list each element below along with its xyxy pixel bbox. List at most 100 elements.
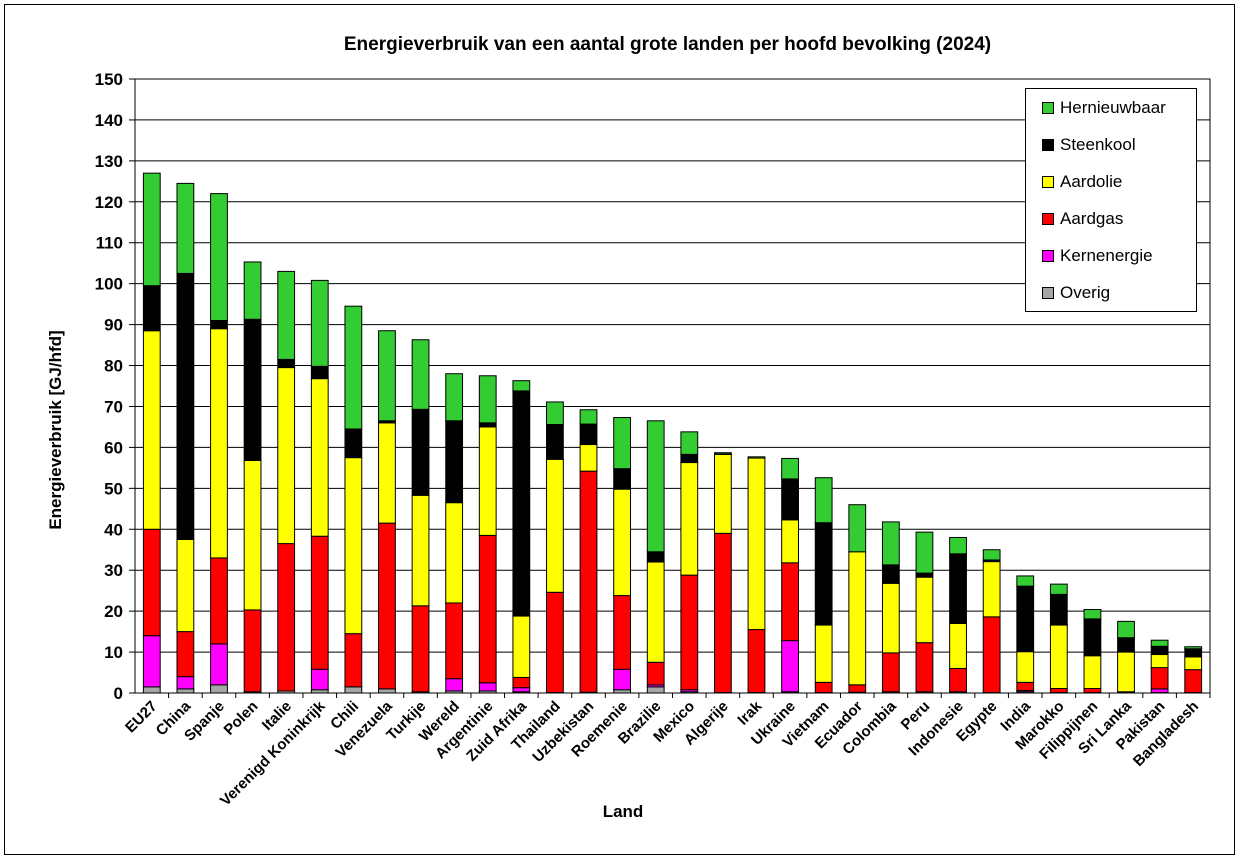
legend-item-hernieuwbaar: Hernieuwbaar [1042,97,1166,119]
bar-segment [277,270,296,360]
legend-label: Steenkool [1060,135,1136,154]
legend-label: Hernieuwbaar [1060,98,1166,117]
bar-segment [646,686,665,694]
bar-segment [949,536,967,555]
bar-segment [881,652,900,693]
bar-segment [613,668,632,691]
bar-segment [982,616,1001,694]
chart-title: Energieverbruik van een aantal grote lan… [343,34,992,55]
bar-segment [277,543,296,692]
legend: Hernieuwbaar Steenkool Aardolie Aardgas … [1025,88,1197,312]
bar-segment [646,561,665,663]
bar-segment [881,582,900,654]
bar-segment [478,534,497,684]
bar-segment [1049,687,1068,694]
bar-segment [579,470,598,693]
legend-label: Aardolie [1060,172,1123,191]
bar-segment [546,458,564,593]
bar-segment [814,624,833,683]
y-tick-label: 20 [104,602,123,621]
bar-segment [512,390,531,617]
bar-segment [243,261,262,320]
bar-segment [814,681,833,694]
bar-segment [1150,645,1169,656]
bar-segment [512,615,531,678]
bar-segment [445,502,464,604]
y-tick-label: 110 [96,234,123,253]
bar-segment [310,668,329,691]
bar-segment [344,428,363,459]
bar-segment [411,408,430,496]
bar-segment [747,629,766,694]
bar-segment [310,378,329,537]
bar-segment [176,676,195,690]
bar-segment [210,643,228,686]
bar-segment [881,564,900,584]
y-tick-label: 120 [95,193,123,212]
bar-segment [210,684,228,694]
chart-frame [4,4,1235,855]
legend-item-aardgas: Aardgas [1042,208,1123,230]
bar-segment [176,688,195,694]
legend-item-steenkool: Steenkool [1042,134,1136,156]
bar-segment [142,686,161,694]
bar-segment [781,640,799,693]
bar-segment [747,456,766,459]
legend-item-kernenergie: Kernenergie [1042,245,1153,267]
bar-segment [579,423,598,446]
y-tick-label: 60 [104,438,123,457]
bar-segment [310,535,329,670]
bar-segment [881,521,900,566]
bar-segment [1150,688,1169,694]
bar-segment [949,622,967,669]
y-tick-label: 130 [95,152,123,171]
bar-segment [1150,667,1169,690]
bar-segment [579,444,598,472]
bar-segment [781,478,799,521]
bar-segment [1083,687,1102,694]
bar-segment [478,426,497,536]
bar-segment [142,528,161,637]
bar-segment [445,678,464,692]
legend-label: Aardgas [1060,209,1124,228]
bar-segment [1049,593,1068,626]
bar-segment [142,285,161,332]
y-tick-label: 100 [95,275,123,294]
bar-segment [613,595,632,670]
bar-segment [1016,575,1035,587]
bar-segment [243,609,262,693]
bar-segment [176,272,195,540]
bar-segment [344,686,363,694]
bar-segment [445,420,464,504]
bar-segment [142,330,161,530]
bar-segment [781,562,799,642]
bar-segment [814,522,833,626]
bar-segment [512,687,531,693]
legend-swatch-aardolie [1042,176,1054,188]
bar-segment [445,373,464,422]
bar-segment [378,422,396,524]
bar-segment [814,477,833,524]
bar-segment [210,557,228,645]
bar-segment [142,635,161,688]
legend-item-aardolie: Aardolie [1042,171,1122,193]
bar-segment [378,522,396,690]
bar-segment [949,553,967,624]
bar-segment [680,462,699,576]
bar-segment [243,459,262,611]
bar-segment [1049,624,1068,689]
bar-segment [1150,639,1169,647]
bar-segment [1117,620,1135,639]
y-tick-label: 70 [104,397,123,416]
bar-segment [445,602,464,680]
y-tick-label: 150 [95,70,123,89]
y-tick-label: 40 [104,520,123,539]
legend-swatch-kernenergie [1042,250,1054,262]
y-tick-label: 80 [104,357,123,376]
bar-segment [1016,585,1035,653]
bar-segment [344,633,363,688]
bar-segment [982,549,1001,561]
bar-segment [378,330,396,422]
bar-segment [613,488,632,597]
bar-segment [713,452,732,455]
